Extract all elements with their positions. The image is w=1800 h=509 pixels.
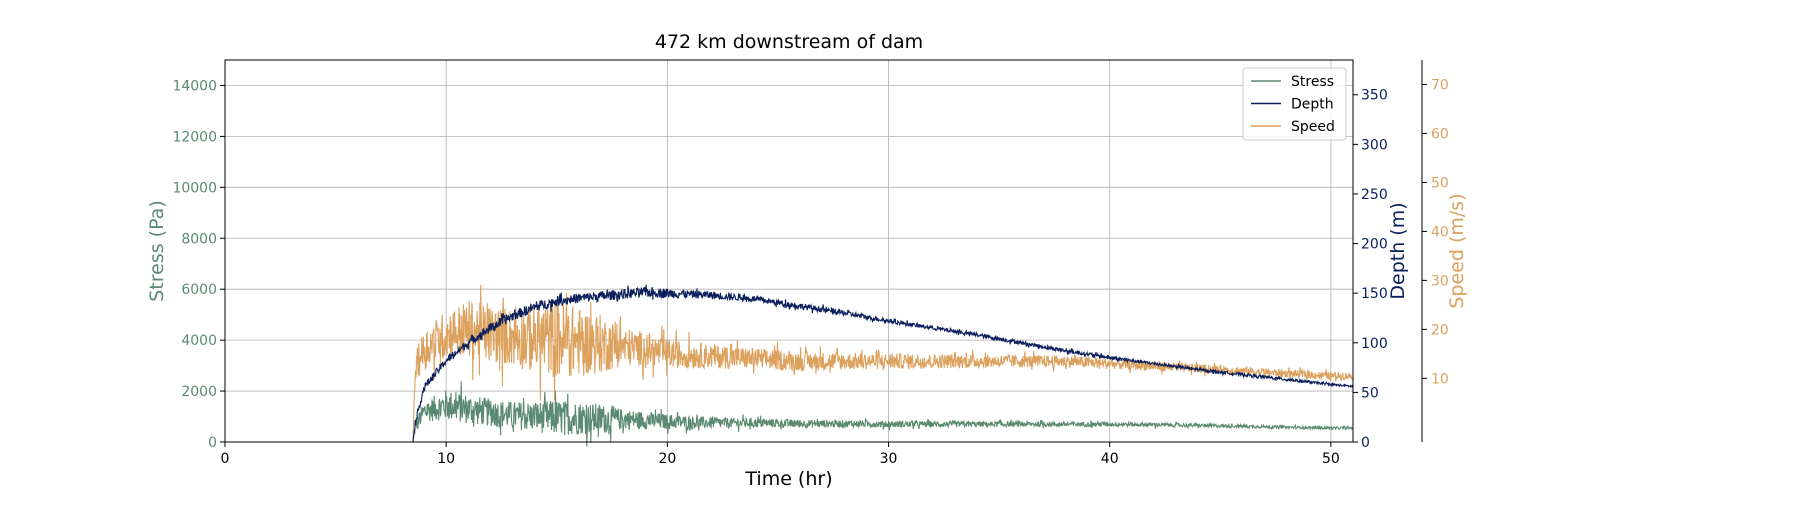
series-depth	[225, 284, 1354, 443]
plot-frame	[224, 59, 1354, 443]
depth-tick-label: 150	[1361, 286, 1388, 302]
depth-tick-label: 100	[1361, 336, 1388, 352]
stress-tick-label: 10000	[172, 180, 217, 196]
x-tick-label: 20	[658, 451, 676, 467]
stress-tick-label: 0	[208, 435, 217, 451]
legend-label-depth: Depth	[1291, 97, 1334, 113]
depth-tick-label: 350	[1361, 88, 1388, 104]
stress-tick-label: 12000	[172, 129, 217, 145]
speed-tick-label: 60	[1431, 126, 1449, 142]
legend-label-speed: Speed	[1291, 119, 1335, 135]
depth-tick-label: 0	[1361, 435, 1370, 451]
x-axis-title: Time (hr)	[744, 468, 832, 490]
chart-title: 472 km downstream of dam	[655, 31, 923, 53]
depth-tick-label: 200	[1361, 237, 1388, 253]
x-tick-label: 30	[880, 451, 898, 467]
x-tick-label: 0	[221, 451, 230, 467]
legend: Stress Depth Speed	[1242, 67, 1347, 141]
grid-lines	[224, 60, 1353, 443]
speed-tick-label: 40	[1431, 224, 1449, 240]
legend-box	[1242, 67, 1347, 141]
stress-tick-label: 14000	[172, 78, 217, 94]
stress-tick-label: 4000	[181, 333, 217, 349]
depth-tick-label: 250	[1361, 187, 1388, 203]
stress-tick-label: 8000	[181, 231, 217, 247]
stress-tick-label: 2000	[181, 384, 217, 400]
speed-tick-label: 70	[1431, 77, 1449, 93]
depth-axis-title: Depth (m)	[1387, 202, 1409, 299]
speed-axis-title: Speed (m/s)	[1446, 193, 1468, 308]
x-tick-label: 40	[1101, 451, 1119, 467]
depth-tick-label: 300	[1361, 137, 1388, 153]
speed-tick-label: 50	[1431, 175, 1449, 191]
series-line-depth	[225, 284, 1354, 443]
x-tick-label: 50	[1322, 451, 1340, 467]
speed-tick-label: 10	[1431, 371, 1449, 387]
speed-tick-label: 20	[1431, 322, 1449, 338]
stress-tick-label: 6000	[181, 282, 217, 298]
depth-tick-label: 50	[1361, 385, 1379, 401]
legend-label-stress: Stress	[1291, 74, 1334, 90]
speed-tick-label: 30	[1431, 273, 1449, 289]
x-tick-label: 10	[437, 451, 455, 467]
stress-axis-title: Stress (Pa)	[146, 200, 168, 302]
